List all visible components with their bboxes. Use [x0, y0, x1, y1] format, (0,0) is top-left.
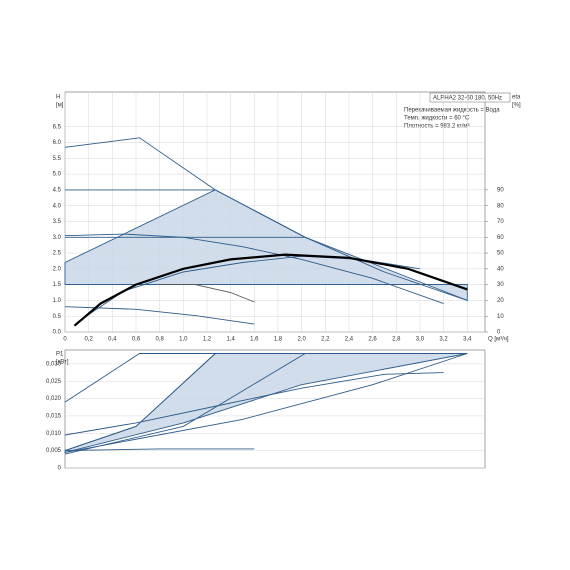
- annotation: Темп. жидкости = 60 °C: [404, 116, 470, 122]
- x-tick-label: 1,0: [179, 337, 188, 343]
- x-tick-label: 2,0: [297, 337, 306, 343]
- x-tick-label: 0,2: [84, 337, 93, 343]
- y-tick-label: 0: [58, 466, 62, 472]
- x-tick-label: 2,4: [345, 337, 354, 343]
- curve: [64, 306, 255, 325]
- y2-tick-label: 0: [497, 330, 501, 336]
- y-tick-label: 5.0: [53, 172, 62, 178]
- x-tick-label: 3,4: [463, 337, 472, 343]
- y2-tick-label: 30: [497, 282, 504, 288]
- annotation: Перекачиваемая жидкость = Вода: [404, 108, 500, 114]
- y2-tick-label: 60: [497, 235, 504, 241]
- y-tick-label: 0,010: [46, 431, 62, 437]
- y2-tick-label: 50: [497, 251, 504, 257]
- y2-label: eta: [512, 95, 521, 101]
- x-tick-label: 2,2: [321, 337, 330, 343]
- y-tick-label: 0,030: [46, 361, 62, 367]
- curve: [159, 284, 255, 303]
- x-tick-label: 1,8: [274, 337, 283, 343]
- x-tick-label: 3,0: [416, 337, 425, 343]
- y2-unit: [%]: [512, 103, 521, 109]
- y-tick-label: 3.5: [53, 219, 62, 225]
- y2-tick-label: 40: [497, 266, 504, 272]
- y-tick-label: 2.5: [53, 251, 62, 257]
- curve: [73, 253, 468, 327]
- y-tick-label: 0,015: [46, 414, 62, 420]
- area: [64, 353, 468, 453]
- x-tick-label: 2,6: [368, 337, 377, 343]
- curve: [64, 448, 255, 452]
- y-label: H: [56, 95, 60, 101]
- curve: [64, 137, 468, 301]
- y-tick-label: 4.0: [53, 203, 62, 209]
- x-tick-label: 0,4: [108, 337, 117, 343]
- x-tick-label: 0,6: [132, 337, 141, 343]
- model-box: [429, 92, 511, 103]
- curve: [64, 353, 216, 452]
- y2-tick-label: 90: [497, 187, 504, 193]
- y-tick-label: 0,025: [46, 379, 62, 385]
- y-tick-label: 0.5: [53, 314, 62, 320]
- x-tick-label: 0: [63, 337, 67, 343]
- y-tick-label: 0,005: [46, 448, 62, 454]
- curve: [64, 233, 444, 305]
- x-tick-label: 1,2: [203, 337, 212, 343]
- x-tick-label: 1,4: [226, 337, 235, 343]
- y-tick-label: 1.0: [53, 298, 62, 304]
- curve: [64, 353, 468, 453]
- y2-tick-label: 20: [497, 298, 504, 304]
- annotation: ALPHA2 32-60 180, 50Hz: [433, 96, 502, 102]
- x-tick-label: 2,8: [392, 337, 401, 343]
- curve: [64, 353, 468, 403]
- y-unit: [кВт]: [56, 360, 69, 366]
- x-tick-label: 3,2: [439, 337, 448, 343]
- x-tick-label: 1,6: [250, 337, 259, 343]
- y-label: P1: [56, 352, 64, 358]
- y-tick-label: 2.0: [53, 266, 62, 272]
- curve: [64, 372, 444, 436]
- y-tick-label: 5.5: [53, 156, 62, 162]
- x-tick-label: 0,8: [155, 337, 164, 343]
- y-tick-label: 1.5: [53, 282, 62, 288]
- y-tick-label: 4.5: [53, 187, 62, 193]
- area: [64, 189, 468, 302]
- y-tick-label: 0.0: [53, 330, 62, 336]
- y2-tick-label: 80: [497, 203, 504, 209]
- y2-tick-label: 70: [497, 219, 504, 225]
- y-unit: [м]: [56, 103, 64, 109]
- y-tick-label: 6.5: [53, 124, 62, 130]
- y-tick-label: 6.0: [53, 140, 62, 146]
- y-tick-label: 0,020: [46, 396, 62, 402]
- y-tick-label: 3.0: [53, 235, 62, 241]
- y2-tick-label: 10: [497, 314, 504, 320]
- x-label: Q [м³/ч]: [488, 337, 509, 343]
